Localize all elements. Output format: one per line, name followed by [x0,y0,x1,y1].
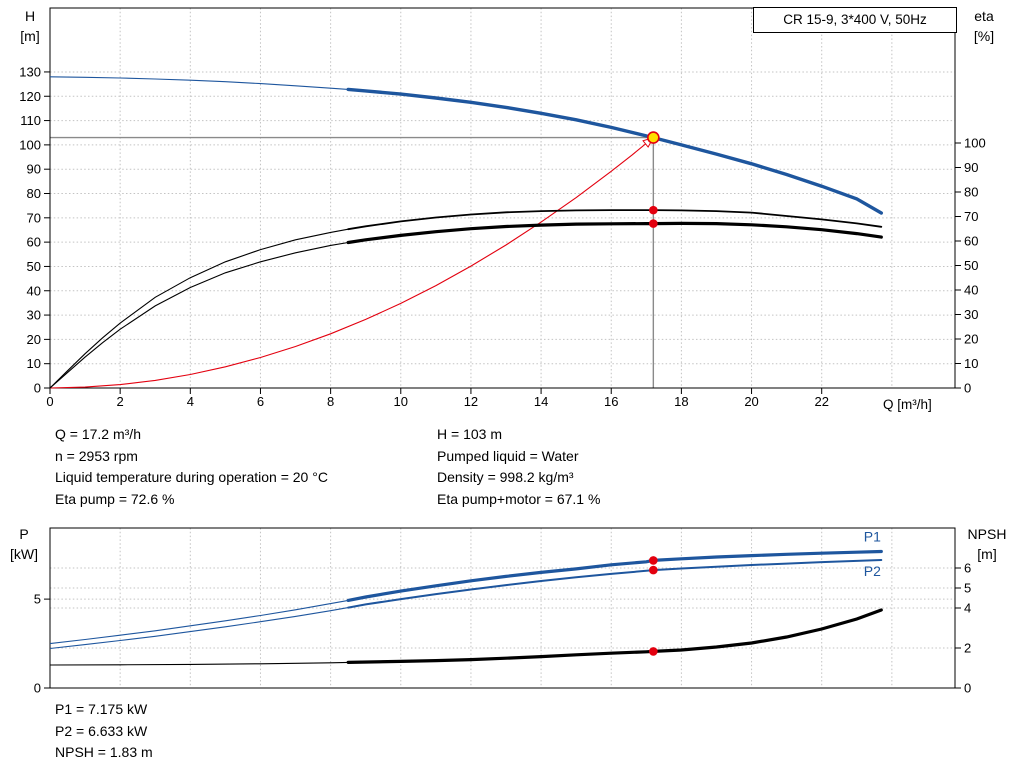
y-left-tick-label: 60 [27,235,41,250]
result-p1: P1 = 7.175 kW [55,701,148,717]
operating-point [649,647,658,656]
x-tick-label: 8 [327,394,334,409]
y-left-tick-label: 0 [34,381,41,396]
npsh-axis-title: NPSH [m] [958,524,1016,564]
eta-pump-motor-value: Eta pump+motor = 67.1 % [437,490,601,507]
p2-curve-thin [49,607,349,650]
eta-pump-curve-thin [49,228,349,389]
y-left-tick-label: 10 [27,356,41,371]
operating-info-right: H = 103 m Pumped liquid = Water Density … [437,424,600,510]
eta-pump-value: Eta pump = 72.6 % [55,490,175,507]
npsh-curve-thin [49,661,349,666]
density-value: Density = 998.2 kg/m³ [437,469,574,485]
x-tick-label: 22 [814,394,828,409]
eta-axis-title-line1: eta [974,8,994,24]
y-right-tick-label: 20 [964,331,978,346]
y-right-tick-label: 70 [964,209,978,224]
x-tick-label: 16 [604,394,618,409]
y-right-tick-label: 0 [964,681,971,696]
y-right-tick-label: 100 [964,135,986,150]
y-right-tick-label: 40 [964,282,978,297]
y-left-tick-label: 90 [27,162,41,177]
result-values: P1 = 7.175 kW P2 = 6.633 kW NPSH = 1.83 … [55,699,153,764]
eta-pump-motor-curve [346,221,883,245]
npsh-axis-title-line2: [m] [977,546,997,562]
y-right-tick-label: 5 [964,581,971,596]
x-tick-label: 2 [117,394,124,409]
operating-info-left: Q = 17.2 m³/h n = 2953 rpm Liquid temper… [55,424,328,510]
y-right-tick-label: 50 [964,258,978,273]
p1-curve [346,549,883,602]
qh-curve [346,87,883,215]
x-tick-label: 12 [464,394,478,409]
power-npsh-chart: 0 5 0 2 4 5 6 P1 P2 [34,527,971,696]
y-right-tick-label: 2 [964,641,971,656]
operating-point [649,219,658,228]
liquid-temperature-value: Liquid temperature during operation = 20… [55,469,328,485]
y-left-tick-label: 130 [19,64,41,79]
y-left-tick-label: 100 [19,137,41,152]
p-axis-title-line2: [kW] [10,546,38,562]
x-tick-label: 6 [257,394,264,409]
p2-label: P2 [864,563,881,579]
y-left-tick-label: 50 [27,259,41,274]
x-tick-label: 18 [674,394,688,409]
y-right-tick-label: 10 [964,356,978,371]
p2-curve [347,559,883,609]
system-curve-curve [49,137,654,389]
duty-point [647,131,660,144]
h-axis-title-line2: [m] [20,28,40,44]
y-right-tick-label: 60 [964,233,978,248]
eta-axis-title-line2: [%] [973,28,995,44]
pumped-liquid-value: Pumped liquid = Water [437,447,579,464]
npsh-axis-title-line1: NPSH [967,526,1007,542]
x-tick-label: 20 [744,394,758,409]
y-right-tick-label: 4 [964,601,971,616]
y-right-tick-label: 90 [964,160,978,175]
h-axis-title-line1: H [24,8,36,24]
x-tick-label: 4 [187,394,194,409]
y-right-tick-label: 6 [964,561,971,576]
p1-label: P1 [864,528,881,544]
y-left-tick-label: 5 [34,592,41,607]
y-left-tick-label: 30 [27,308,41,323]
qh-eta-chart: 0102030405060708090100110120130010203040… [19,7,986,409]
p-axis-title-line1: P [19,526,29,542]
eta-axis-title: eta [%] [958,6,1010,46]
q-axis-title: Q [m³/h] [883,397,932,412]
h-value: H = 103 m [437,426,502,442]
y-left-tick-label: 80 [27,186,41,201]
qh-curve-thin [49,76,349,90]
y-left-tick-label: 110 [20,113,41,128]
h-axis-title: H [m] [10,6,50,46]
y-left-tick-label: 40 [27,283,41,298]
y-left-tick-label: 120 [19,89,41,104]
p-axis-title: P [kW] [2,524,46,564]
q-value: Q = 17.2 m³/h [55,426,141,442]
npsh-curve [346,608,883,664]
result-p2: P2 = 6.633 kW [55,722,148,739]
y-left-tick-label: 0 [34,681,41,696]
x-tick-label: 0 [46,394,53,409]
y-right-tick-label: 0 [964,381,971,396]
speed-value: n = 2953 rpm [55,447,138,464]
y-right-tick-label: 80 [964,184,978,199]
y-right-tick-label: 30 [964,307,978,322]
pump-model-label: CR 15-9, 3*400 V, 50Hz [783,12,927,27]
y-left-tick-label: 20 [27,332,41,347]
x-tick-label: 10 [394,394,408,409]
p1-curve-thin [49,599,349,645]
result-npsh: NPSH = 1.83 m [55,744,153,760]
x-tick-label: 14 [534,394,548,409]
operating-point [649,556,658,565]
y-left-tick-label: 70 [27,210,41,225]
operating-point [649,565,658,575]
eta-pump-curve [347,209,883,231]
plot-frame [49,7,956,389]
eta-pump-motor-curve-thin [49,241,349,389]
pump-model-box: CR 15-9, 3*400 V, 50Hz [753,7,957,33]
operating-point [649,205,658,215]
